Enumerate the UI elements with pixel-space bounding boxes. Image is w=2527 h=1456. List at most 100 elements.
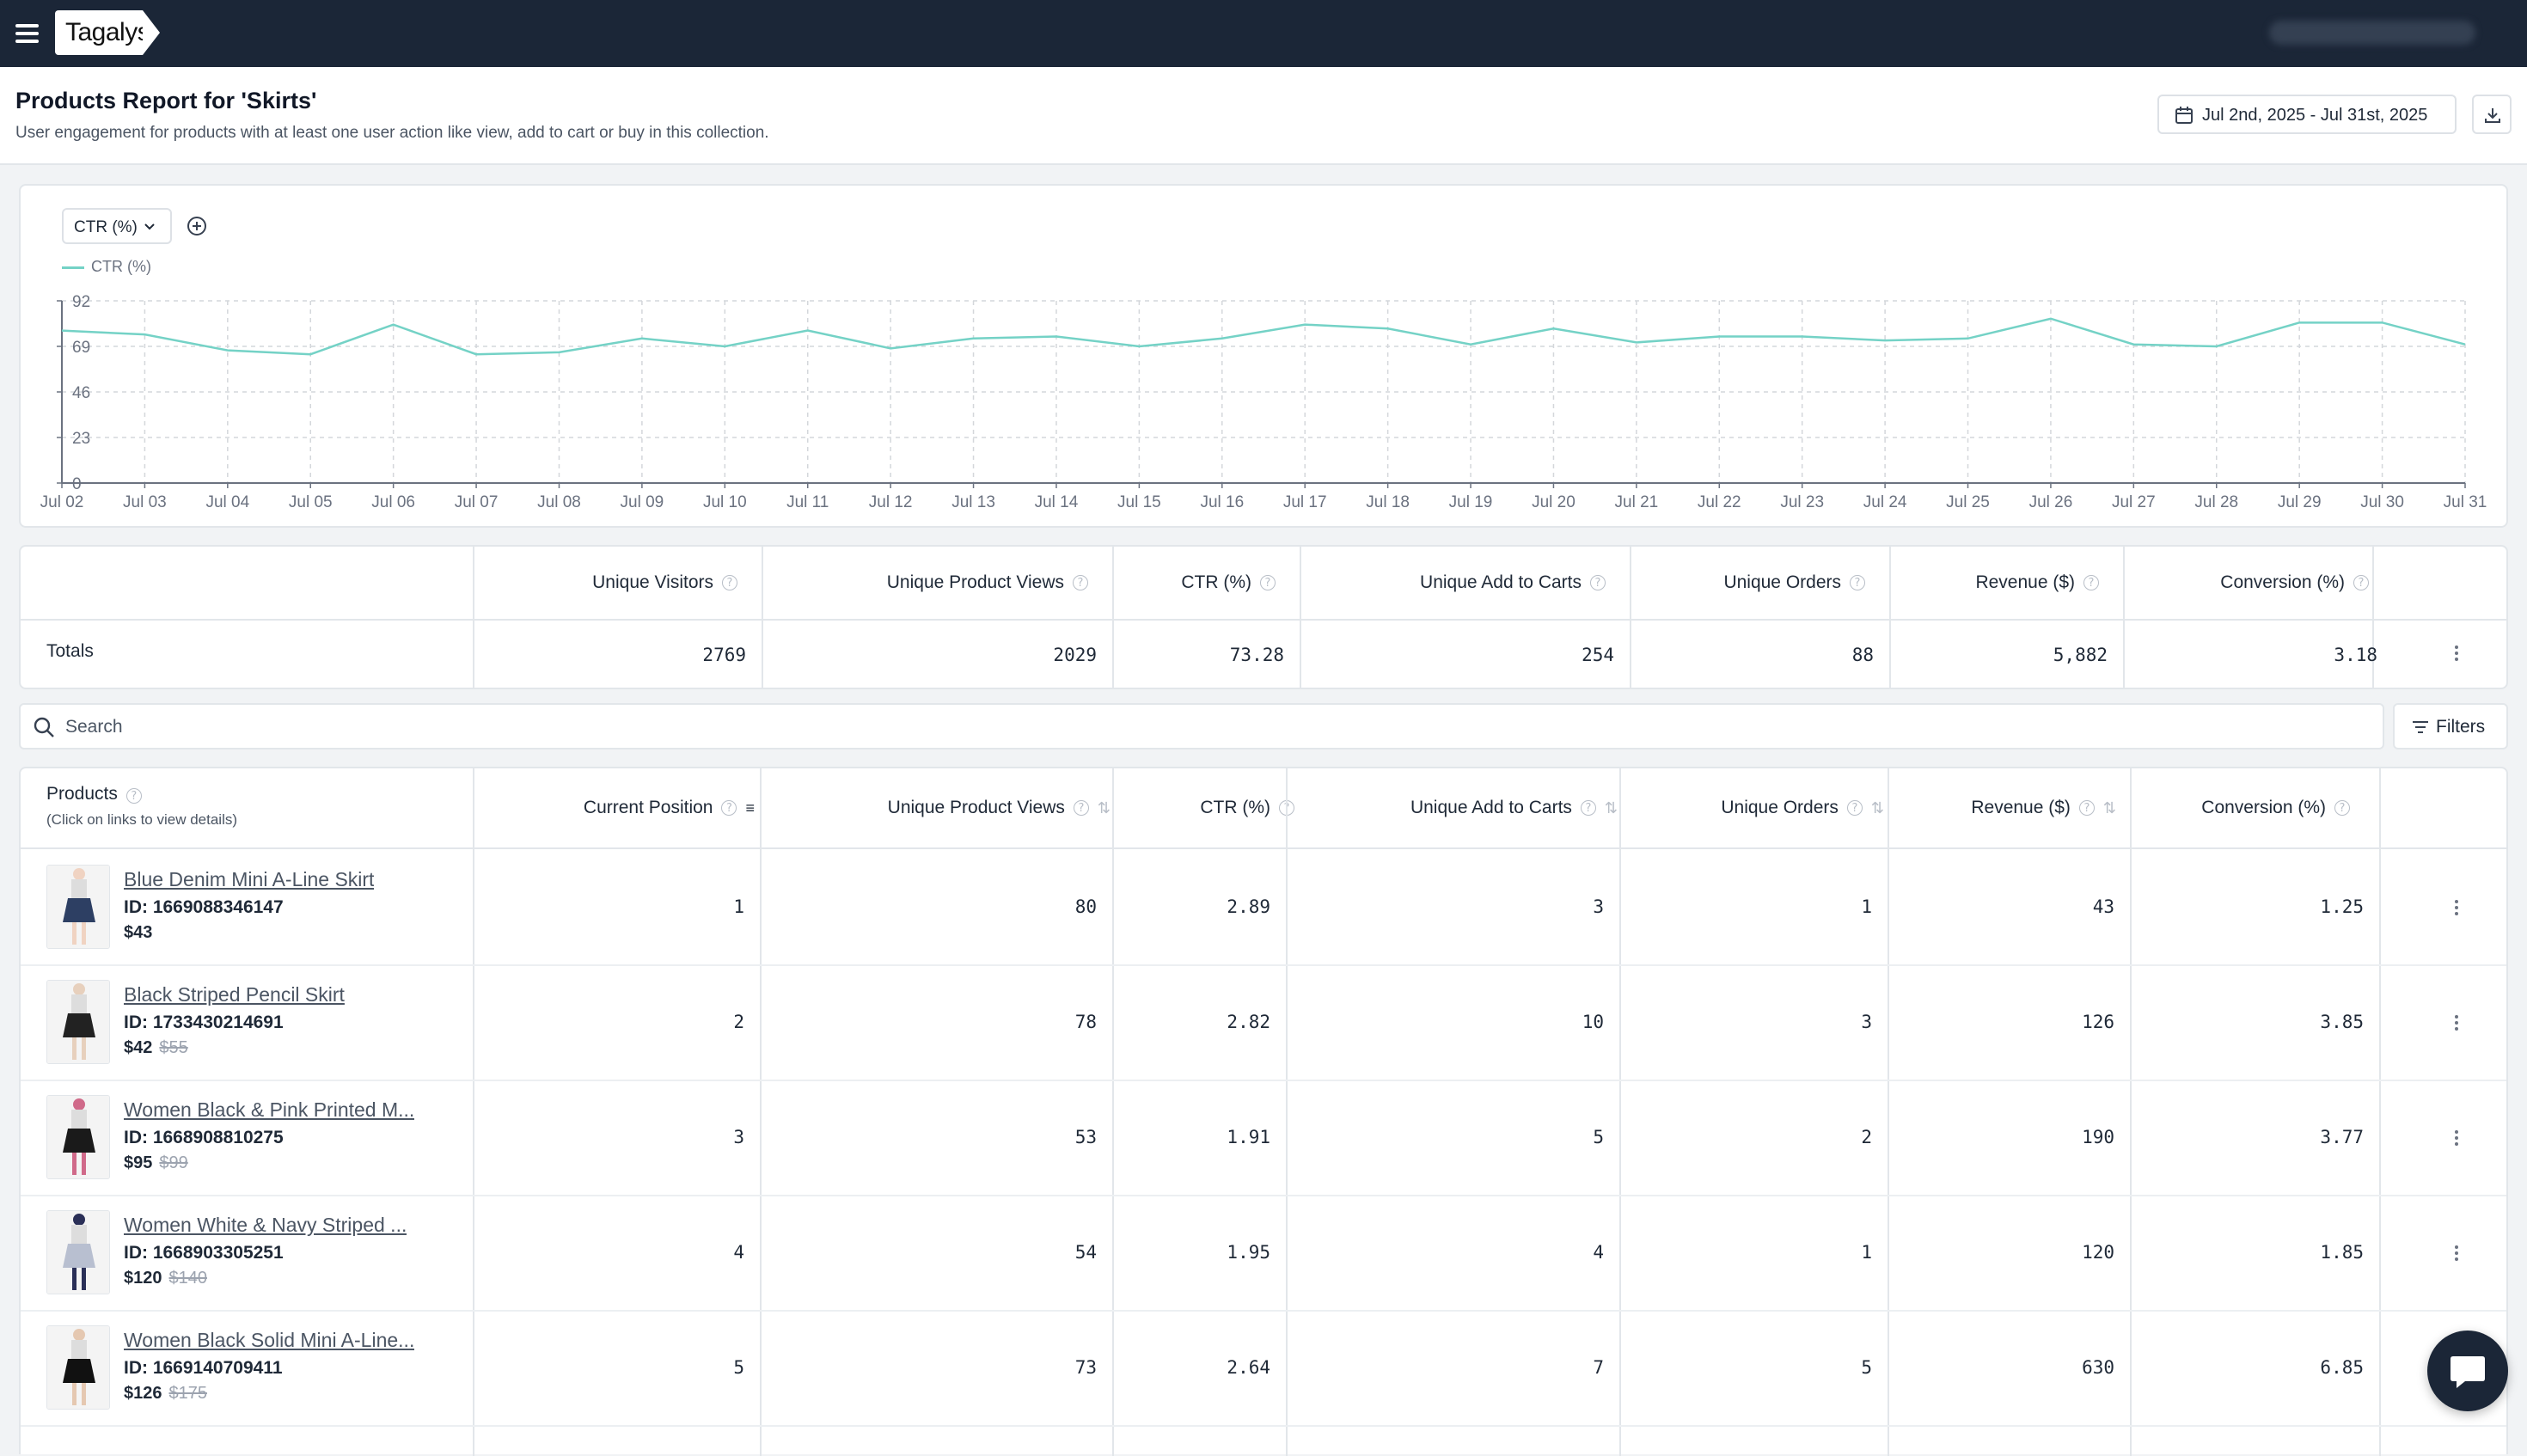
- sort-asc-icon[interactable]: ≡: [745, 798, 755, 817]
- sort-icon[interactable]: ⇅: [1604, 798, 1618, 817]
- total-unique-product-views: 2029: [1053, 645, 1097, 665]
- product-link[interactable]: Women Black Solid Mini A-Line...: [124, 1329, 415, 1351]
- x-tick-label: Jul 14: [1035, 493, 1079, 511]
- help-icon[interactable]: ?: [1580, 800, 1596, 816]
- product-id: ID: 1668903305251: [124, 1243, 284, 1263]
- help-icon[interactable]: ?: [1850, 575, 1865, 590]
- th-revenue[interactable]: Revenue ($)? ⇅: [1971, 798, 2116, 817]
- menu-icon[interactable]: [15, 21, 40, 46]
- search-icon: [34, 717, 54, 737]
- x-tick-label: Jul 09: [621, 493, 664, 511]
- help-icon[interactable]: ?: [1073, 575, 1088, 590]
- product-thumbnail[interactable]: [46, 980, 110, 1064]
- cell-ctr: 1.95: [1227, 1242, 1270, 1263]
- product-link[interactable]: Women Black & Pink Printed M...: [124, 1098, 415, 1121]
- cell-conversion: 3.77: [2320, 1127, 2364, 1147]
- sort-icon[interactable]: ⇅: [2102, 798, 2116, 817]
- x-tick-label: Jul 22: [1698, 493, 1741, 511]
- chat-button[interactable]: [2427, 1331, 2508, 1411]
- product-thumbnail[interactable]: [46, 1210, 110, 1294]
- th-unique-product-views[interactable]: Unique Product Views? ⇅: [887, 798, 1111, 817]
- series-line: [61, 317, 2466, 356]
- help-icon[interactable]: ?: [2078, 800, 2095, 816]
- divider: [2130, 768, 2132, 1456]
- y-tick-label: 92: [72, 293, 90, 311]
- th-current-position[interactable]: Current Position? ≡: [583, 798, 755, 817]
- cell-atc: 10: [1582, 1012, 1604, 1032]
- sort-icon[interactable]: ⇅: [1097, 798, 1111, 817]
- x-tick-label: Jul 27: [2112, 493, 2156, 511]
- x-tick-label: Jul 07: [455, 493, 499, 511]
- th-unique-add-to-carts[interactable]: Unique Add to Carts? ⇅: [1410, 798, 1618, 817]
- cell-revenue: 43: [2092, 896, 2114, 917]
- user-account[interactable]: [2269, 21, 2475, 45]
- cell-atc: 4: [1593, 1242, 1604, 1263]
- more-options-icon[interactable]: [2455, 1012, 2460, 1033]
- product-link[interactable]: Black Striped Pencil Skirt: [124, 983, 345, 1006]
- help-icon[interactable]: ?: [721, 800, 737, 816]
- price-original: $55: [159, 1038, 188, 1057]
- ctr-line-chart: 0 23 46 69 92 Jul 02 Jul 03 Jul 04 Jul 05 Jul 06 J…: [40, 293, 2487, 511]
- total-unique-visitors: 2769: [702, 645, 746, 665]
- add-metric-icon[interactable]: [186, 215, 208, 237]
- logo[interactable]: Tagalys: [55, 10, 150, 55]
- metric-select[interactable]: CTR (%): [62, 208, 172, 244]
- product-id: ID: 1669088346147: [124, 897, 284, 917]
- divider: [1889, 547, 1891, 689]
- th-revenue: Revenue ($)?: [1889, 547, 2123, 619]
- help-icon[interactable]: ?: [2334, 800, 2350, 816]
- more-options-icon[interactable]: [2455, 1243, 2460, 1263]
- cell-ctr: 2.82: [1227, 1012, 1270, 1032]
- help-icon[interactable]: ?: [1846, 800, 1863, 816]
- total-revenue: 5,882: [2053, 645, 2108, 665]
- product-link[interactable]: Blue Denim Mini A-Line Skirt: [124, 868, 375, 890]
- cell-conversion: 6.85: [2320, 1357, 2364, 1378]
- th-unique-visitors: Unique Visitors?: [473, 547, 762, 619]
- calendar-icon: [2175, 107, 2193, 124]
- search-input[interactable]: [64, 712, 2302, 743]
- product-price: $43: [124, 923, 152, 943]
- product-thumbnail[interactable]: [46, 1095, 110, 1179]
- help-icon[interactable]: ?: [2353, 575, 2369, 590]
- x-tick-label: Jul 04: [205, 493, 249, 511]
- product-thumbnail[interactable]: [46, 865, 110, 949]
- filters-button[interactable]: Filters: [2393, 703, 2508, 749]
- filters-label: Filters: [2436, 717, 2486, 737]
- price-original: $140: [168, 1269, 208, 1288]
- cell-orders: 3: [1861, 1012, 1872, 1032]
- more-options-icon[interactable]: [2455, 897, 2460, 918]
- cell-views: 53: [1074, 1127, 1097, 1147]
- table-row: Women White & Navy Striped ... ID: 166890…: [21, 1195, 2506, 1312]
- help-icon[interactable]: ?: [722, 575, 737, 590]
- cell-views: 80: [1074, 896, 1097, 917]
- x-tick-label: Jul 31: [2444, 493, 2487, 511]
- cell-atc: 3: [1593, 896, 1604, 917]
- help-icon[interactable]: ?: [125, 788, 142, 804]
- download-button[interactable]: [2472, 95, 2512, 134]
- page-header: Products Report for 'Skirts' User engage…: [0, 67, 2527, 165]
- divider: [760, 768, 762, 1456]
- chevron-down-icon: [144, 223, 155, 230]
- chat-icon: [2451, 1356, 2485, 1388]
- product-thumbnail[interactable]: [46, 1325, 110, 1410]
- x-tick-label: Jul 23: [1780, 493, 1824, 511]
- product-id: ID: 1669140709411: [124, 1358, 283, 1378]
- th-unique-orders[interactable]: Unique Orders? ⇅: [1721, 798, 1884, 817]
- x-tick-label: Jul 19: [1449, 493, 1493, 511]
- help-icon[interactable]: ?: [2083, 575, 2099, 590]
- date-range-button[interactable]: Jul 2nd, 2025 - Jul 31st, 2025: [2157, 95, 2457, 134]
- more-options-icon[interactable]: [2455, 643, 2460, 664]
- sort-icon[interactable]: ⇅: [1870, 798, 1884, 817]
- help-icon[interactable]: ?: [1590, 575, 1606, 590]
- help-icon[interactable]: ?: [1073, 800, 1089, 816]
- divider: [1286, 768, 1288, 1456]
- chart-card: CTR (%) CTR (%) 0 23 46 69 92 Jul 02 Jul 03 Jul…: [19, 184, 2508, 528]
- help-icon[interactable]: ?: [1260, 575, 1276, 590]
- more-options-icon[interactable]: [2455, 1128, 2460, 1148]
- product-link[interactable]: Women White & Navy Striped ...: [124, 1214, 407, 1236]
- cell-position: 4: [733, 1242, 744, 1263]
- product-id: ID: 1668908810275: [124, 1128, 284, 1147]
- products-header-row: Products? (Click on links to view detail…: [21, 768, 2506, 849]
- table-row: Blue Denim Mini A-Line Skirt ID: 16690883…: [21, 849, 2506, 966]
- x-tick-label: Jul 03: [123, 493, 167, 511]
